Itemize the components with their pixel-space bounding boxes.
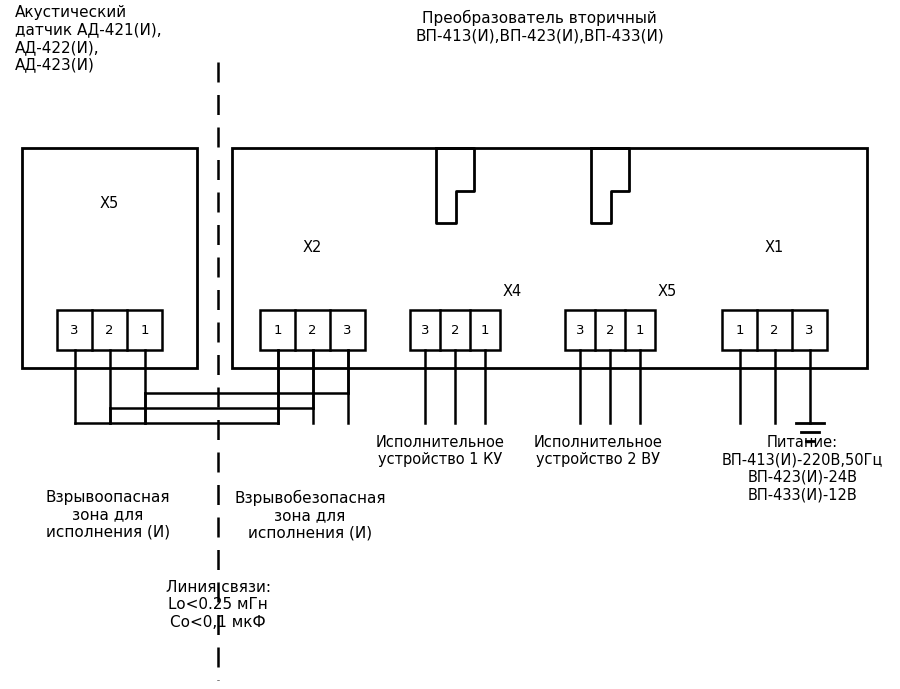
Text: 1: 1: [274, 324, 282, 336]
Text: Линия связи:
Lo<0.25 мГн
Со<0,1 мкФ: Линия связи: Lo<0.25 мГн Со<0,1 мкФ: [166, 580, 271, 630]
Text: 1: 1: [140, 324, 148, 336]
Text: 3: 3: [806, 324, 814, 336]
Bar: [410, 310, 500, 350]
Bar: [565, 310, 655, 350]
Text: Исполнительное
устройство 1 КУ: Исполнительное устройство 1 КУ: [375, 435, 504, 467]
Text: 1: 1: [481, 324, 490, 336]
Text: Х1: Х1: [765, 240, 784, 256]
Text: 3: 3: [343, 324, 352, 336]
Text: 1: 1: [635, 324, 644, 336]
Bar: [57, 310, 162, 350]
Text: 2: 2: [606, 324, 614, 336]
Text: Преобразователь вторичный
ВП-413(И),ВП-423(И),ВП-433(И): Преобразователь вторичный ВП-413(И),ВП-4…: [415, 10, 664, 43]
Text: 2: 2: [105, 324, 113, 336]
Text: Акустический
датчик АД-421(И),
АД-422(И),
АД-423(И): Акустический датчик АД-421(И), АД-422(И)…: [15, 5, 162, 72]
Bar: [22, 148, 197, 368]
Text: 2: 2: [770, 324, 778, 336]
Bar: [260, 310, 365, 350]
Text: 3: 3: [70, 324, 79, 336]
Text: Взрывоопасная
зона для
исполнения (И): Взрывоопасная зона для исполнения (И): [46, 490, 170, 539]
Text: Исполнительное
устройство 2 ВУ: Исполнительное устройство 2 ВУ: [534, 435, 662, 467]
Bar: [232, 148, 867, 368]
Text: 1: 1: [735, 324, 743, 336]
Text: 3: 3: [576, 324, 584, 336]
Text: Х5: Х5: [100, 196, 119, 211]
Text: Взрывобезопасная
зона для
исполнения (И): Взрывобезопасная зона для исполнения (И): [234, 490, 386, 541]
Text: Х4: Х4: [503, 285, 522, 300]
Text: 2: 2: [308, 324, 317, 336]
Text: Х5: Х5: [658, 285, 677, 300]
Text: 3: 3: [421, 324, 429, 336]
Text: Питание:
ВП-413(И)-220В,50Гц
ВП-423(И)-24В
ВП-433(И)-12В: Питание: ВП-413(И)-220В,50Гц ВП-423(И)-2…: [722, 435, 883, 502]
Text: 2: 2: [451, 324, 459, 336]
Text: Х2: Х2: [302, 240, 322, 256]
Bar: [722, 310, 827, 350]
